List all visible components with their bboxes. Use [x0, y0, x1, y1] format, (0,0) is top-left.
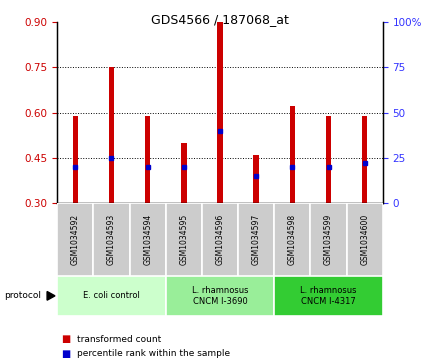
Text: GSM1034595: GSM1034595 [180, 214, 188, 265]
Text: GSM1034598: GSM1034598 [288, 214, 297, 265]
Bar [253, 155, 259, 203]
Bar [202, 203, 238, 276]
Text: GSM1034596: GSM1034596 [216, 214, 224, 265]
Bar [57, 203, 93, 276]
Text: L. rhamnosus
CNCM I-3690: L. rhamnosus CNCM I-3690 [192, 286, 248, 306]
Bar [274, 276, 383, 316]
Bar [274, 203, 311, 276]
Bar [238, 203, 274, 276]
Bar [311, 203, 347, 276]
Text: GDS4566 / 187068_at: GDS4566 / 187068_at [151, 13, 289, 26]
Bar [326, 115, 331, 203]
Text: GSM1034594: GSM1034594 [143, 214, 152, 265]
Text: GSM1034597: GSM1034597 [252, 214, 260, 265]
Text: percentile rank within the sample: percentile rank within the sample [77, 350, 230, 358]
Text: ■: ■ [62, 349, 71, 359]
Bar [290, 106, 295, 203]
Text: transformed count: transformed count [77, 335, 161, 344]
Bar [166, 276, 274, 316]
Text: GSM1034592: GSM1034592 [71, 214, 80, 265]
Text: ■: ■ [62, 334, 71, 344]
Polygon shape [47, 291, 55, 300]
Bar [93, 203, 129, 276]
Bar [181, 143, 187, 203]
Text: L. rhamnosus
CNCM I-4317: L. rhamnosus CNCM I-4317 [300, 286, 357, 306]
Bar [109, 67, 114, 203]
Text: protocol: protocol [4, 291, 41, 300]
Text: GSM1034599: GSM1034599 [324, 214, 333, 265]
Text: E. coli control: E. coli control [83, 291, 140, 300]
Bar [347, 203, 383, 276]
Bar [73, 115, 78, 203]
Bar [57, 276, 166, 316]
Bar [129, 203, 166, 276]
Text: GSM1034593: GSM1034593 [107, 214, 116, 265]
Bar [217, 22, 223, 203]
Bar [166, 203, 202, 276]
Bar [145, 115, 150, 203]
Text: GSM1034600: GSM1034600 [360, 214, 369, 265]
Bar [362, 115, 367, 203]
